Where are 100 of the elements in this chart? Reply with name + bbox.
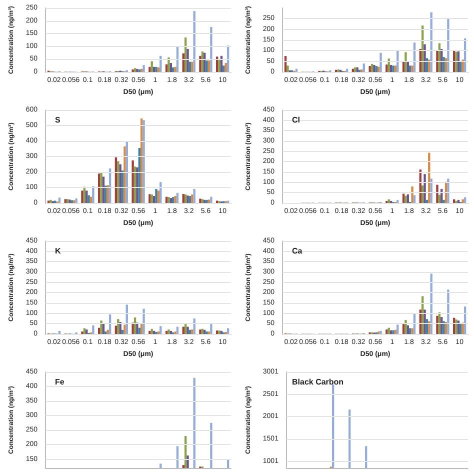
bar: [83, 328, 86, 334]
bar: [413, 195, 416, 203]
bar: [447, 178, 450, 203]
bar: [132, 160, 134, 203]
bar: [191, 194, 194, 203]
bar: [142, 65, 145, 72]
bar: [402, 324, 405, 334]
bar: [377, 66, 380, 72]
bar: [148, 66, 151, 72]
bar: [210, 26, 212, 72]
bar: [182, 194, 184, 203]
bar: [152, 196, 156, 203]
bar: [380, 330, 382, 334]
bar: [188, 196, 192, 203]
bar: [222, 66, 225, 72]
bar: [142, 120, 145, 203]
bar: [286, 66, 289, 72]
bar: [442, 57, 445, 72]
bar: [370, 64, 374, 72]
bar: [132, 69, 134, 72]
bar: [136, 167, 138, 203]
bar: [411, 186, 414, 203]
bar: [119, 164, 122, 203]
bar: [404, 320, 407, 334]
bar: [438, 194, 441, 203]
bar: [210, 324, 212, 334]
bar: [124, 324, 126, 334]
bar: [58, 198, 61, 203]
bar: [191, 329, 194, 334]
text: Black Carbon: [292, 378, 344, 386]
bar: [424, 44, 426, 72]
bar: [447, 18, 450, 72]
bar: [436, 316, 438, 334]
bar: [136, 322, 138, 334]
text: Cl: [292, 116, 300, 124]
bar: [186, 326, 189, 334]
bar: [199, 56, 202, 72]
bar: [193, 318, 196, 334]
bar: [92, 186, 94, 203]
bar: [155, 189, 158, 203]
bar: [64, 199, 66, 203]
bar: [186, 196, 189, 203]
bar: [66, 199, 69, 203]
bar: [210, 196, 212, 203]
bar: [100, 320, 102, 334]
bar: [436, 184, 438, 203]
bar: [193, 11, 196, 72]
bar: [447, 290, 450, 334]
bar: [184, 324, 187, 334]
bar: [86, 190, 88, 203]
bar: [392, 330, 394, 334]
bar: [134, 68, 136, 72]
bar: [193, 189, 196, 203]
bar: [186, 48, 189, 72]
bar: [430, 12, 432, 72]
text: K: [55, 246, 61, 256]
bar: [396, 324, 399, 334]
bar: [394, 66, 397, 72]
bar: [150, 61, 153, 72]
bar: [402, 194, 405, 203]
bar: [88, 195, 90, 203]
bar: [157, 190, 160, 203]
bar: [362, 63, 366, 72]
bar: [201, 199, 204, 203]
bar: [208, 60, 210, 72]
bar: [124, 146, 126, 203]
text: Ca: [292, 246, 303, 256]
bar: [199, 198, 202, 203]
bar: [430, 178, 432, 203]
bar: [184, 194, 187, 203]
bar: [132, 322, 134, 334]
bar: [168, 57, 170, 72]
bar: [430, 274, 432, 334]
bar: [380, 52, 382, 72]
bar: [368, 66, 371, 72]
bar: [68, 200, 71, 203]
bar: [436, 50, 438, 72]
bar: [70, 200, 74, 203]
bar: [155, 66, 158, 72]
bar: [157, 67, 160, 72]
bar: [165, 64, 168, 72]
bar: [170, 63, 172, 72]
bar: [86, 329, 88, 334]
bar: [442, 321, 445, 334]
bar: [442, 200, 445, 203]
bar: [404, 52, 407, 72]
bar: [114, 326, 118, 334]
bar: [92, 325, 94, 334]
bar: [176, 192, 179, 203]
bar: [392, 66, 394, 72]
bar: [424, 174, 426, 203]
bar: [119, 322, 122, 334]
bar: [424, 310, 426, 334]
bar: [208, 200, 210, 203]
bar: [81, 190, 84, 203]
text: Fe: [55, 378, 65, 386]
bar: [226, 328, 230, 334]
bar: [142, 308, 145, 334]
bar: [206, 60, 208, 72]
bar: [464, 197, 466, 203]
